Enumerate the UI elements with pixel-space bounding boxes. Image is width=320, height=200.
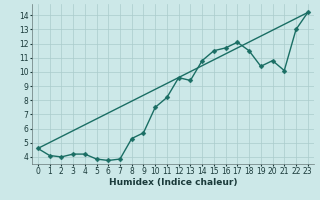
X-axis label: Humidex (Indice chaleur): Humidex (Indice chaleur) [108,178,237,187]
